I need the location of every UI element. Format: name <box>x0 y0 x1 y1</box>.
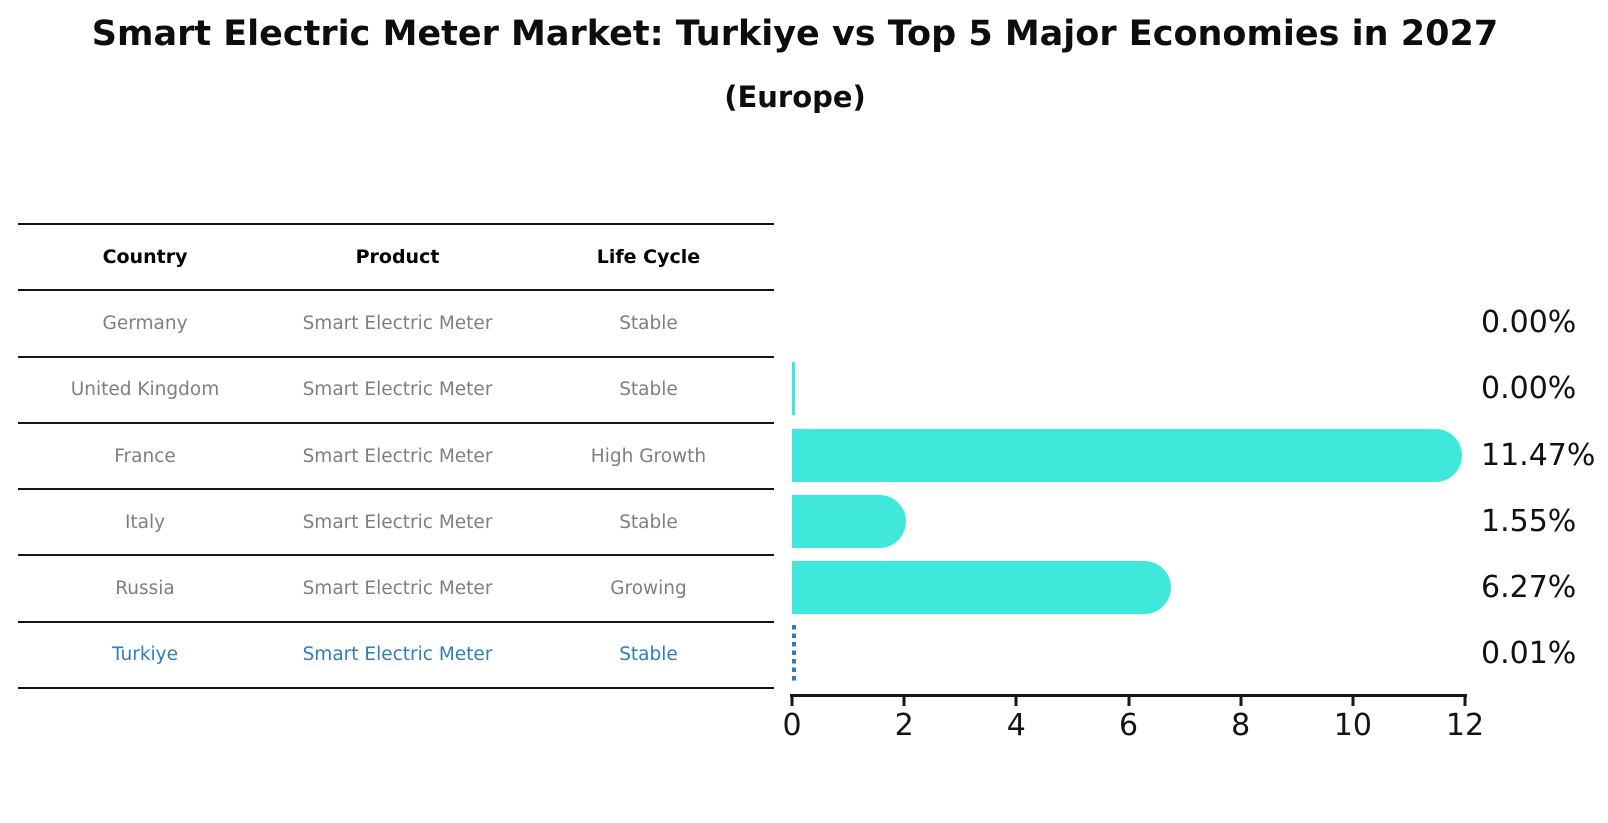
table-row-russia: Russia Smart Electric Meter Growing <box>18 554 774 620</box>
lifecycle-cell: Growing <box>610 578 687 600</box>
table-row-united-kingdom: United Kingdom Smart Electric Meter Stab… <box>18 355 774 422</box>
value-label-germany: 0.00% <box>1481 304 1577 340</box>
country-cell: Germany <box>102 312 188 334</box>
x-tick-label: 6 <box>1118 708 1139 743</box>
comparison-table: Country Product Life Cycle Germany Smart… <box>18 223 774 690</box>
bar-row-turkiye <box>792 621 1465 687</box>
product-cell: Smart Electric Meter <box>302 578 493 600</box>
chart-subtitle: (Europe) <box>724 80 866 114</box>
bar-row-france <box>792 422 1465 488</box>
bar-row-united-kingdom <box>792 356 1465 422</box>
x-axis-ticks <box>790 697 1467 707</box>
product-cell: Smart Electric Meter <box>302 379 493 401</box>
value-label-turkiye: 0.01% <box>1481 636 1577 672</box>
value-label-italy: 1.55% <box>1481 503 1577 539</box>
x-axis-tick-labels: 0 2 4 6 8 10 12 <box>782 708 1484 743</box>
bar-row-russia <box>792 554 1465 620</box>
x-tick-label: 0 <box>782 708 802 743</box>
bar-row-germany <box>792 289 1465 355</box>
lifecycle-cell: Stable <box>619 379 678 401</box>
country-cell: France <box>114 445 176 467</box>
x-tick <box>790 697 794 706</box>
table-row-france: France Smart Electric Meter High Growth <box>18 421 774 488</box>
column-header-lifecycle: Life Cycle <box>596 246 701 269</box>
table-row-turkiye: Turkiye Smart Electric Meter Stable <box>18 620 774 687</box>
bar-russia <box>792 561 1171 615</box>
product-cell: Smart Electric Meter <box>302 445 493 467</box>
product-cell: Smart Electric Meter <box>302 511 493 533</box>
product-cell: Smart Electric Meter <box>302 312 493 334</box>
x-tick <box>902 697 906 706</box>
x-tick-label: 4 <box>1006 708 1026 743</box>
bar-row-italy <box>792 488 1465 554</box>
x-tick <box>1351 697 1355 706</box>
bar-turkiye <box>792 624 796 683</box>
bar-united-kingdom <box>792 362 795 416</box>
lifecycle-cell: High Growth <box>590 445 707 467</box>
country-cell: Russia <box>115 578 175 600</box>
table-row-germany: Germany Smart Electric Meter Stable <box>18 289 774 355</box>
lifecycle-cell: Stable <box>619 511 678 533</box>
country-cell: United Kingdom <box>70 379 220 401</box>
x-tick <box>1239 697 1243 706</box>
value-label-united-kingdom: 0.00% <box>1481 371 1577 407</box>
lifecycle-cell: Stable <box>619 312 678 334</box>
x-tick <box>1014 697 1018 706</box>
x-axis <box>790 694 1467 697</box>
x-tick-label: 12 <box>1445 708 1485 743</box>
country-cell: Turkiye <box>112 644 179 666</box>
bar-italy <box>792 494 906 548</box>
column-header-product: Product <box>355 246 440 269</box>
bar-plot-area <box>792 289 1465 687</box>
product-cell: Smart Electric Meter <box>302 644 493 666</box>
table-header-row: Country Product Life Cycle <box>18 223 774 289</box>
table-row-italy: Italy Smart Electric Meter Stable <box>18 488 774 554</box>
x-tick-label: 10 <box>1333 708 1372 743</box>
value-label-france: 11.47% <box>1481 437 1596 473</box>
x-tick-label: 8 <box>1231 708 1251 743</box>
chart-title: Smart Electric Meter Market: Turkiye vs … <box>91 14 1499 54</box>
x-tick-label: 2 <box>894 708 914 743</box>
x-tick <box>1127 697 1130 706</box>
value-label-column: 0.00% 0.00% 11.47% 1.55% 6.27% 0.01% <box>1481 289 1606 687</box>
lifecycle-cell: Stable <box>619 644 678 666</box>
value-label-russia: 6.27% <box>1481 570 1577 606</box>
country-cell: Italy <box>124 511 166 533</box>
bar-france <box>792 428 1463 482</box>
column-header-country: Country <box>102 246 188 269</box>
x-tick <box>1463 697 1467 706</box>
